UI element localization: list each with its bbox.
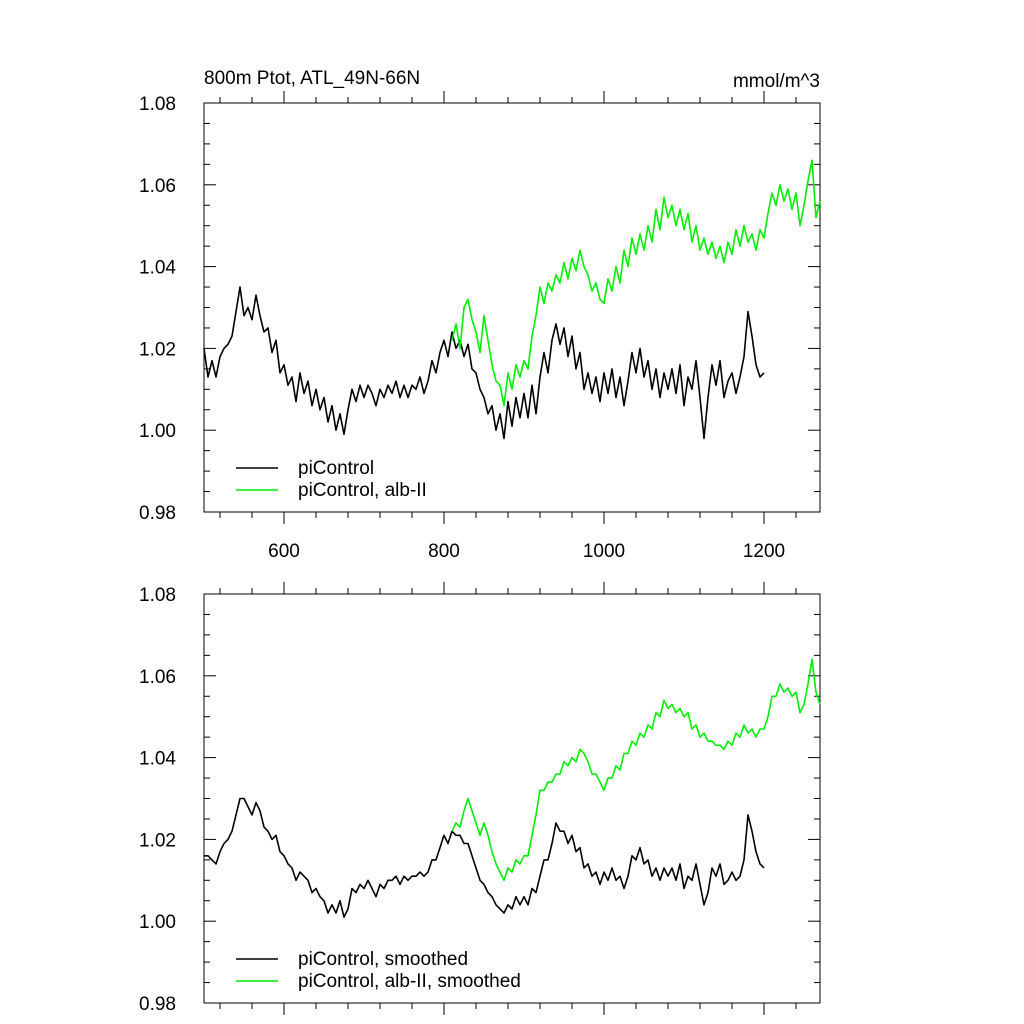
y-tick-label: 1.02 [139, 339, 176, 360]
y-tick-label: 0.98 [139, 994, 176, 1015]
legend-label: piControl [298, 458, 374, 479]
legend-label: piControl, alb-II, smoothed [298, 971, 521, 992]
legend-label: piControl, alb-II [298, 480, 427, 501]
y-tick-label: 1.02 [139, 830, 176, 851]
y-tick-label: 1.06 [139, 667, 176, 688]
figure-title: 800m Ptot, ATL_49N-66N [204, 68, 420, 89]
x-tick-label: 1200 [743, 541, 785, 562]
y-tick-label: 1.06 [139, 176, 176, 197]
y-tick-label: 1.00 [139, 421, 176, 442]
plot-frame [203, 593, 821, 1004]
y-tick-label: 0.98 [139, 503, 176, 524]
x-tick-label: 1000 [583, 541, 625, 562]
y-tick-label: 1.00 [139, 912, 176, 933]
y-tick-label: 1.04 [139, 258, 176, 279]
units-label: mmol/m^3 [733, 71, 820, 92]
y-tick-label: 1.04 [139, 749, 176, 770]
series-line-picontrol [204, 797, 765, 918]
bottom-panel: 0.98 1.00 1.02 1.04 1.06 1.08 piControl, smoot… [139, 582, 821, 1015]
plot-frame [203, 102, 821, 513]
series-line-picontrol [203, 286, 765, 440]
legend-label: piControl, smoothed [298, 949, 468, 970]
y-tick-label: 1.08 [139, 94, 176, 115]
x-tick-label: 800 [428, 541, 460, 562]
top-panel: 0.98 1.00 1.02 1.04 1.06 1.08 600 800 1000 1200 pi… [139, 91, 821, 562]
series-line-alb-ii [451, 159, 821, 407]
series-line-alb-ii [451, 658, 821, 882]
x-tick-label: 600 [268, 541, 300, 562]
y-tick-label: 1.08 [139, 585, 176, 606]
